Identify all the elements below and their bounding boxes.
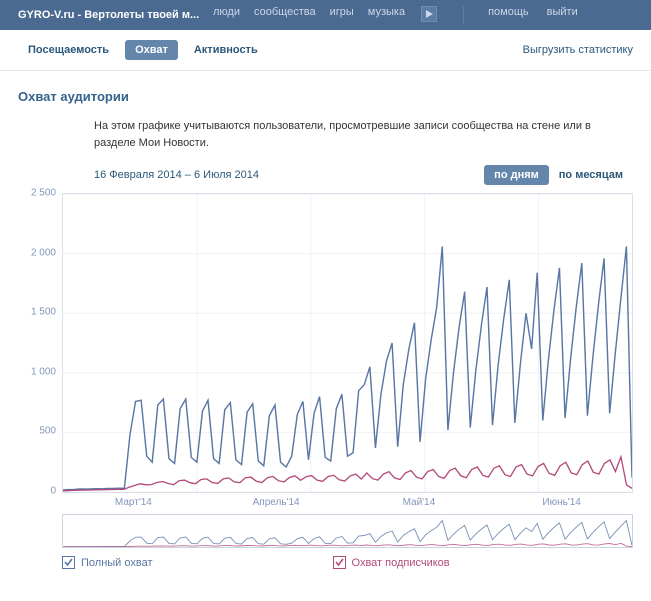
ytick: 2 000 xyxy=(31,247,56,258)
checkbox-icon xyxy=(62,556,75,569)
section-heading: Охват аудитории xyxy=(18,89,633,104)
xtick: Июнь'14 xyxy=(490,497,633,508)
ytick: 2 500 xyxy=(31,188,56,199)
chart-yaxis: 05001 0001 5002 0002 500 xyxy=(18,193,62,493)
play-icon[interactable] xyxy=(421,6,437,22)
reach-chart: 05001 0001 5002 0002 500 Март'14Апрель'1… xyxy=(18,193,633,569)
chart-scrubber[interactable] xyxy=(62,514,633,548)
nav-logout[interactable]: выйти xyxy=(547,6,578,24)
nav-music[interactable]: музыка xyxy=(368,6,405,24)
xtick: Март'14 xyxy=(62,497,205,508)
nav-help[interactable]: помощь xyxy=(488,6,529,24)
date-row: 16 Февраля 2014 – 6 Июля 2014 по дням по… xyxy=(94,165,633,185)
checkbox-icon xyxy=(333,556,346,569)
nav-people[interactable]: люди xyxy=(213,6,240,24)
nav-games[interactable]: игры xyxy=(330,6,354,24)
ytick: 1 500 xyxy=(31,307,56,318)
ytick: 500 xyxy=(39,426,56,437)
date-range[interactable]: 16 Февраля 2014 – 6 Июля 2014 xyxy=(94,169,259,181)
legend-full-reach[interactable]: Полный охват xyxy=(62,556,153,569)
legend-sub-label: Охват подписчиков xyxy=(352,557,450,569)
chart-xaxis: Март'14Апрель'14Май'14Июнь'14 xyxy=(62,493,633,514)
community-title[interactable]: GYRO-V.ru - Вертолеты твоей м... xyxy=(18,9,203,21)
chart-legend: Полный охват Охват подписчиков xyxy=(62,556,633,569)
xtick: Апрель'14 xyxy=(205,497,348,508)
xtick: Май'14 xyxy=(348,497,491,508)
topbar: GYRO-V.ru - Вертолеты твоей м... люди со… xyxy=(0,0,651,30)
tab-activity[interactable]: Активность xyxy=(184,40,268,60)
content: Охват аудитории На этом графике учитываю… xyxy=(0,71,651,581)
export-stats-link[interactable]: Выгрузить статистику xyxy=(523,44,633,56)
tab-visits[interactable]: Посещаемость xyxy=(18,40,119,60)
nav-divider xyxy=(463,6,464,24)
legend-full-label: Полный охват xyxy=(81,557,153,569)
agg-by-day[interactable]: по дням xyxy=(484,165,549,185)
ytick: 0 xyxy=(50,486,56,497)
stats-tabs: Посещаемость Охват Активность Выгрузить … xyxy=(0,30,651,71)
nav-communities[interactable]: сообщества xyxy=(254,6,316,24)
ytick: 1 000 xyxy=(31,366,56,377)
tab-reach[interactable]: Охват xyxy=(125,40,178,60)
chart-plot[interactable] xyxy=(62,193,633,493)
section-description: На этом графике учитываются пользователи… xyxy=(94,118,633,151)
legend-subscribers-reach[interactable]: Охват подписчиков xyxy=(333,556,450,569)
top-nav: люди сообщества игры музыка помощь выйти xyxy=(213,6,578,24)
agg-by-month[interactable]: по месяцам xyxy=(549,165,633,185)
